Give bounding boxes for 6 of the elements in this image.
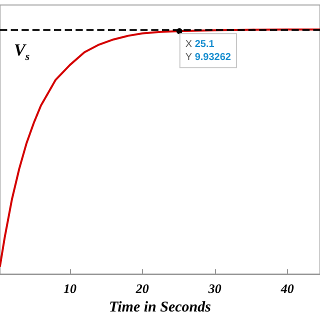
annotation: X 25.1 Y 9.93262 [185,39,232,64]
x-tick-label: 20 [134,281,150,296]
x-tick-label: 10 [63,281,77,296]
x-tick-label: 40 [280,281,294,296]
x-tick-label: 30 [207,281,222,296]
x-axis-title: Time in Seconds [109,300,212,316]
